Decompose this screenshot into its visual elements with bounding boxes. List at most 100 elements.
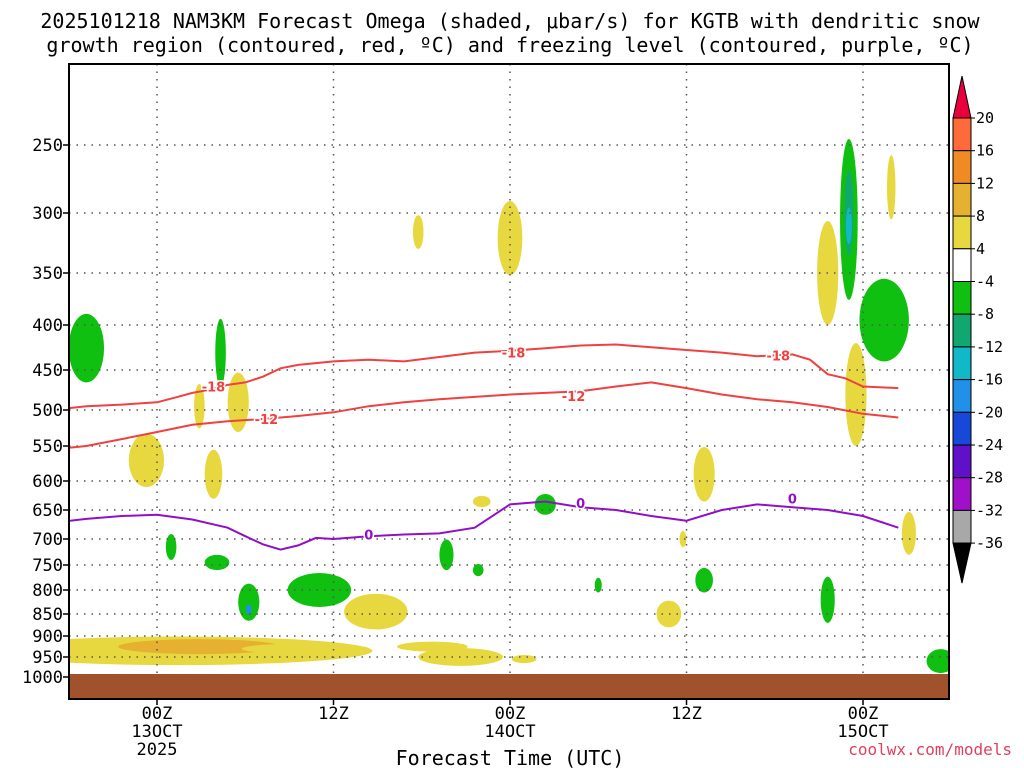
- colorbar-swatch: [952, 182, 972, 217]
- isotherm-label: 0: [788, 493, 797, 508]
- y-tick-label: 900: [32, 627, 63, 647]
- omega-cell: [204, 449, 223, 499]
- omega-cell-descent: [204, 554, 230, 571]
- y-tick-label: 800: [32, 581, 63, 601]
- omega-cell: [511, 654, 537, 664]
- colorbar-max-arrow: [952, 75, 972, 119]
- colorbar-label: 4: [976, 240, 985, 258]
- colorbar-swatch: [952, 248, 972, 283]
- omega-cell-descent: [287, 573, 352, 607]
- x-tick-label: 00Z: [142, 704, 173, 724]
- x-tick-label: 12Z: [671, 704, 702, 724]
- isotherm-label: -18: [502, 347, 526, 362]
- isotherm-label: -18: [202, 381, 226, 396]
- colorbar-swatch: [952, 117, 972, 152]
- omega-cell-descent-strong: [845, 207, 852, 245]
- x-axis-label: Forecast Time (UTC): [396, 746, 625, 768]
- x-tick-label: 2025: [137, 740, 178, 760]
- y-axis: 2503003504004505005506006507007508008509…: [22, 136, 69, 688]
- y-tick-label: 500: [32, 401, 63, 421]
- omega-cell: [194, 383, 205, 429]
- isotherm-line-2: [69, 500, 899, 551]
- y-tick-label: 250: [32, 136, 63, 156]
- x-tick-label: 00Z: [848, 704, 879, 724]
- gridlines: [69, 64, 949, 699]
- colorbar-label: 8: [976, 207, 985, 225]
- omega-cell-lowlevel-core: [118, 639, 281, 655]
- colorbar-label: -8: [976, 305, 994, 323]
- omega-cell: [693, 446, 715, 502]
- omega-cell: [472, 495, 491, 508]
- omega-cell-descent: [820, 576, 835, 623]
- y-tick-label: 300: [32, 204, 63, 224]
- y-tick-label: 650: [32, 501, 63, 521]
- omega-cell-descent: [472, 564, 484, 577]
- colorbar-swatch: [952, 215, 972, 250]
- ground-surface: [69, 674, 949, 699]
- colorbar-label: 16: [976, 142, 994, 160]
- omega-cell: [887, 155, 896, 220]
- omega-cell-descent: [215, 318, 226, 387]
- omega-cell: [679, 531, 687, 547]
- isotherm-line-1: [69, 381, 899, 449]
- colorbar-swatch: [952, 477, 972, 511]
- plot-background: [69, 64, 949, 699]
- omega-cell-descent: [695, 567, 713, 593]
- omega-cell: [845, 343, 867, 446]
- omega-shading: [69, 139, 949, 674]
- x-tick-label: 00Z: [495, 704, 526, 724]
- y-tick-label: 1000: [22, 668, 63, 688]
- colorbar-label: -24: [976, 436, 1003, 454]
- y-tick-label: 750: [32, 556, 63, 576]
- isotherm-label: -12: [255, 413, 279, 428]
- y-tick-label: 550: [32, 437, 63, 457]
- colorbar-label: -20: [976, 403, 1003, 421]
- isotherm-line-0: [69, 343, 899, 410]
- x-tick-label: 15OCT: [837, 722, 888, 742]
- colorbar-label: -4: [976, 273, 994, 291]
- y-tick-label: 450: [32, 361, 63, 381]
- colorbar-min-arrow: [952, 542, 972, 584]
- colorbar-swatch: [952, 150, 972, 184]
- omega-cell: [241, 643, 355, 654]
- omega-cell-descent: [165, 534, 177, 560]
- omega-cell-descent: [69, 313, 105, 383]
- y-tick-label: 350: [32, 264, 63, 284]
- chart-title-line1: 2025101218 NAM3KM Forecast Omega (shaded…: [40, 9, 980, 33]
- credit-text: coolwx.com/models: [848, 740, 1012, 759]
- x-tick-label: 13OCT: [131, 722, 182, 742]
- colorbar-label: -12: [976, 338, 1003, 356]
- colorbar-swatch: [952, 444, 972, 479]
- colorbar-swatch: [952, 313, 972, 348]
- colorbar-swatch: [952, 509, 972, 544]
- colorbar-label: 20: [976, 109, 994, 127]
- omega-cell: [412, 215, 424, 249]
- x-tick-label: 12Z: [318, 704, 349, 724]
- colorbar-legend: 20 16 12 8 4 -4 -8 -12 -16 -20 -24 -28 -32 -36: [952, 75, 1003, 584]
- colorbar-label: -36: [976, 534, 1003, 552]
- omega-cell-descent: [534, 493, 556, 515]
- colorbar-label: 12: [976, 174, 994, 192]
- colorbar-swatch: [952, 346, 972, 381]
- omega-cell-descent-strong: [245, 604, 252, 614]
- omega-cell-descent: [238, 583, 260, 621]
- y-tick-label: 700: [32, 530, 63, 550]
- colorbar-label: -32: [976, 501, 1003, 519]
- chart-title-line2: growth region (contoured, red, ºC) and f…: [46, 33, 973, 57]
- omega-cell: [656, 600, 682, 628]
- omega-cell: [227, 372, 249, 433]
- omega-cell-descent: [926, 649, 949, 674]
- colorbar-label: -16: [976, 371, 1003, 389]
- plot-frame: [68, 63, 950, 700]
- omega-cell: [344, 593, 408, 630]
- y-tick-label: 950: [32, 648, 63, 668]
- isotherm-label: 0: [364, 529, 373, 544]
- colorbar-swatch: [952, 411, 972, 446]
- y-tick-label: 850: [32, 605, 63, 625]
- omega-cell: [418, 648, 503, 666]
- isotherm-label: -18: [767, 349, 791, 364]
- isotherm-label: 0: [576, 497, 585, 512]
